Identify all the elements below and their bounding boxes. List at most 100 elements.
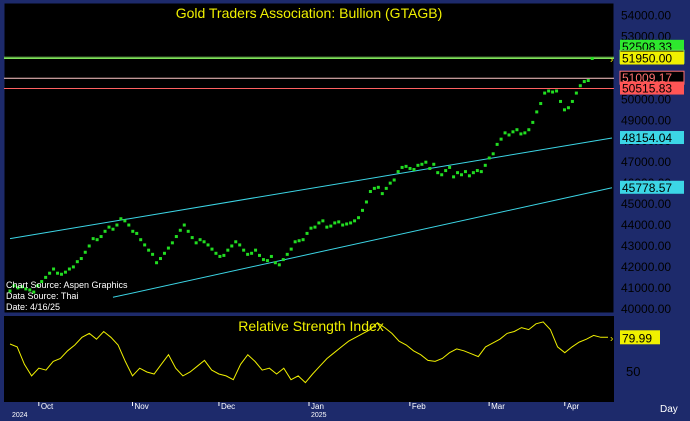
price-point: [463, 170, 467, 174]
price-point: [230, 244, 234, 248]
price-point: [499, 137, 503, 141]
price-point: [246, 252, 250, 256]
price-point: [182, 223, 186, 227]
price-point: [194, 241, 198, 245]
price-point: [107, 225, 111, 229]
price-point: [507, 133, 511, 137]
price-point: [333, 221, 337, 225]
level-label: 45778.57: [622, 181, 672, 195]
price-point: [210, 247, 214, 251]
channel-line-0: [9, 137, 613, 240]
price-point: [555, 89, 559, 93]
price-point: [71, 265, 75, 269]
price-point: [456, 171, 460, 175]
price-panel-background: [3, 2, 615, 314]
price-point: [115, 223, 119, 227]
price-point: [59, 272, 63, 276]
price-point: [416, 163, 420, 167]
price-point: [578, 84, 582, 88]
price-point: [44, 275, 48, 279]
rsi-series-line: [9, 321, 608, 384]
price-point: [519, 132, 523, 136]
price-point: [103, 229, 107, 233]
price-point: [562, 108, 566, 112]
price-point: [95, 238, 99, 242]
price-point: [131, 229, 135, 233]
price-point: [491, 152, 495, 156]
price-point: [147, 248, 151, 252]
price-point: [364, 200, 368, 204]
price-point: [404, 164, 408, 168]
level-label-box: [620, 131, 684, 145]
price-point: [178, 228, 182, 232]
y-tick-label: 50000.00: [621, 92, 671, 106]
price-point: [75, 260, 79, 264]
price-point: [20, 285, 24, 289]
price-point: [444, 169, 448, 173]
price-point: [40, 280, 44, 284]
price-point: [460, 173, 463, 177]
price-point: [87, 244, 91, 248]
price-point: [32, 290, 36, 294]
price-point: [309, 226, 313, 230]
month-label: Mar: [491, 402, 505, 411]
price-point: [202, 240, 206, 244]
price-point: [337, 220, 341, 224]
price-point: [91, 237, 95, 241]
price-point: [551, 90, 555, 94]
y-tick-label: 47000.00: [621, 155, 671, 169]
price-point: [392, 178, 396, 182]
price-point: [119, 217, 123, 221]
price-point: [143, 243, 147, 247]
price-point: [155, 261, 159, 265]
price-point: [56, 271, 60, 275]
price-point: [222, 253, 226, 257]
price-point: [166, 246, 170, 250]
price-point: [135, 231, 139, 235]
price-point: [79, 257, 83, 261]
price-point: [590, 57, 594, 61]
price-point: [12, 284, 16, 288]
month-label: Oct: [41, 402, 54, 411]
y-tick-label: 54000.00: [621, 9, 671, 23]
channel-line-1: [112, 187, 613, 298]
price-point: [543, 91, 547, 95]
price-point: [242, 248, 246, 252]
price-point: [452, 175, 456, 179]
price-point: [570, 99, 574, 103]
source-line-data: Data Source: Thai: [6, 291, 78, 301]
price-point: [321, 219, 325, 223]
price-point: [159, 257, 162, 261]
level-label-box: [620, 39, 684, 53]
price-point: [376, 185, 380, 189]
y-tick-label: 40000.00: [621, 302, 671, 316]
chart-title: Gold Traders Association: Bullion (GTAGB…: [176, 5, 443, 21]
price-point: [368, 190, 372, 194]
rsi-value-box: [620, 330, 660, 345]
price-point: [428, 166, 432, 170]
price-point: [162, 251, 166, 255]
price-point: [127, 223, 131, 227]
price-point: [372, 186, 376, 190]
month-label: Jan: [311, 402, 324, 411]
price-point: [123, 219, 127, 223]
level-label-box: [620, 180, 684, 194]
price-point: [139, 238, 143, 242]
price-point: [535, 110, 539, 114]
price-point: [408, 166, 412, 170]
price-point: [341, 223, 345, 227]
price-point: [111, 227, 115, 231]
y-tick-label: 42000.00: [621, 260, 671, 274]
year-label: 2025: [311, 412, 327, 419]
price-point: [380, 192, 384, 196]
price-point: [198, 238, 202, 242]
price-point: [400, 165, 404, 169]
price-point: [547, 89, 551, 93]
price-point: [258, 253, 262, 257]
price-point: [574, 91, 578, 95]
price-point: [67, 267, 71, 271]
rsi-title: Relative Strength Index: [238, 318, 384, 334]
price-point: [214, 251, 218, 255]
price-point: [186, 229, 190, 233]
